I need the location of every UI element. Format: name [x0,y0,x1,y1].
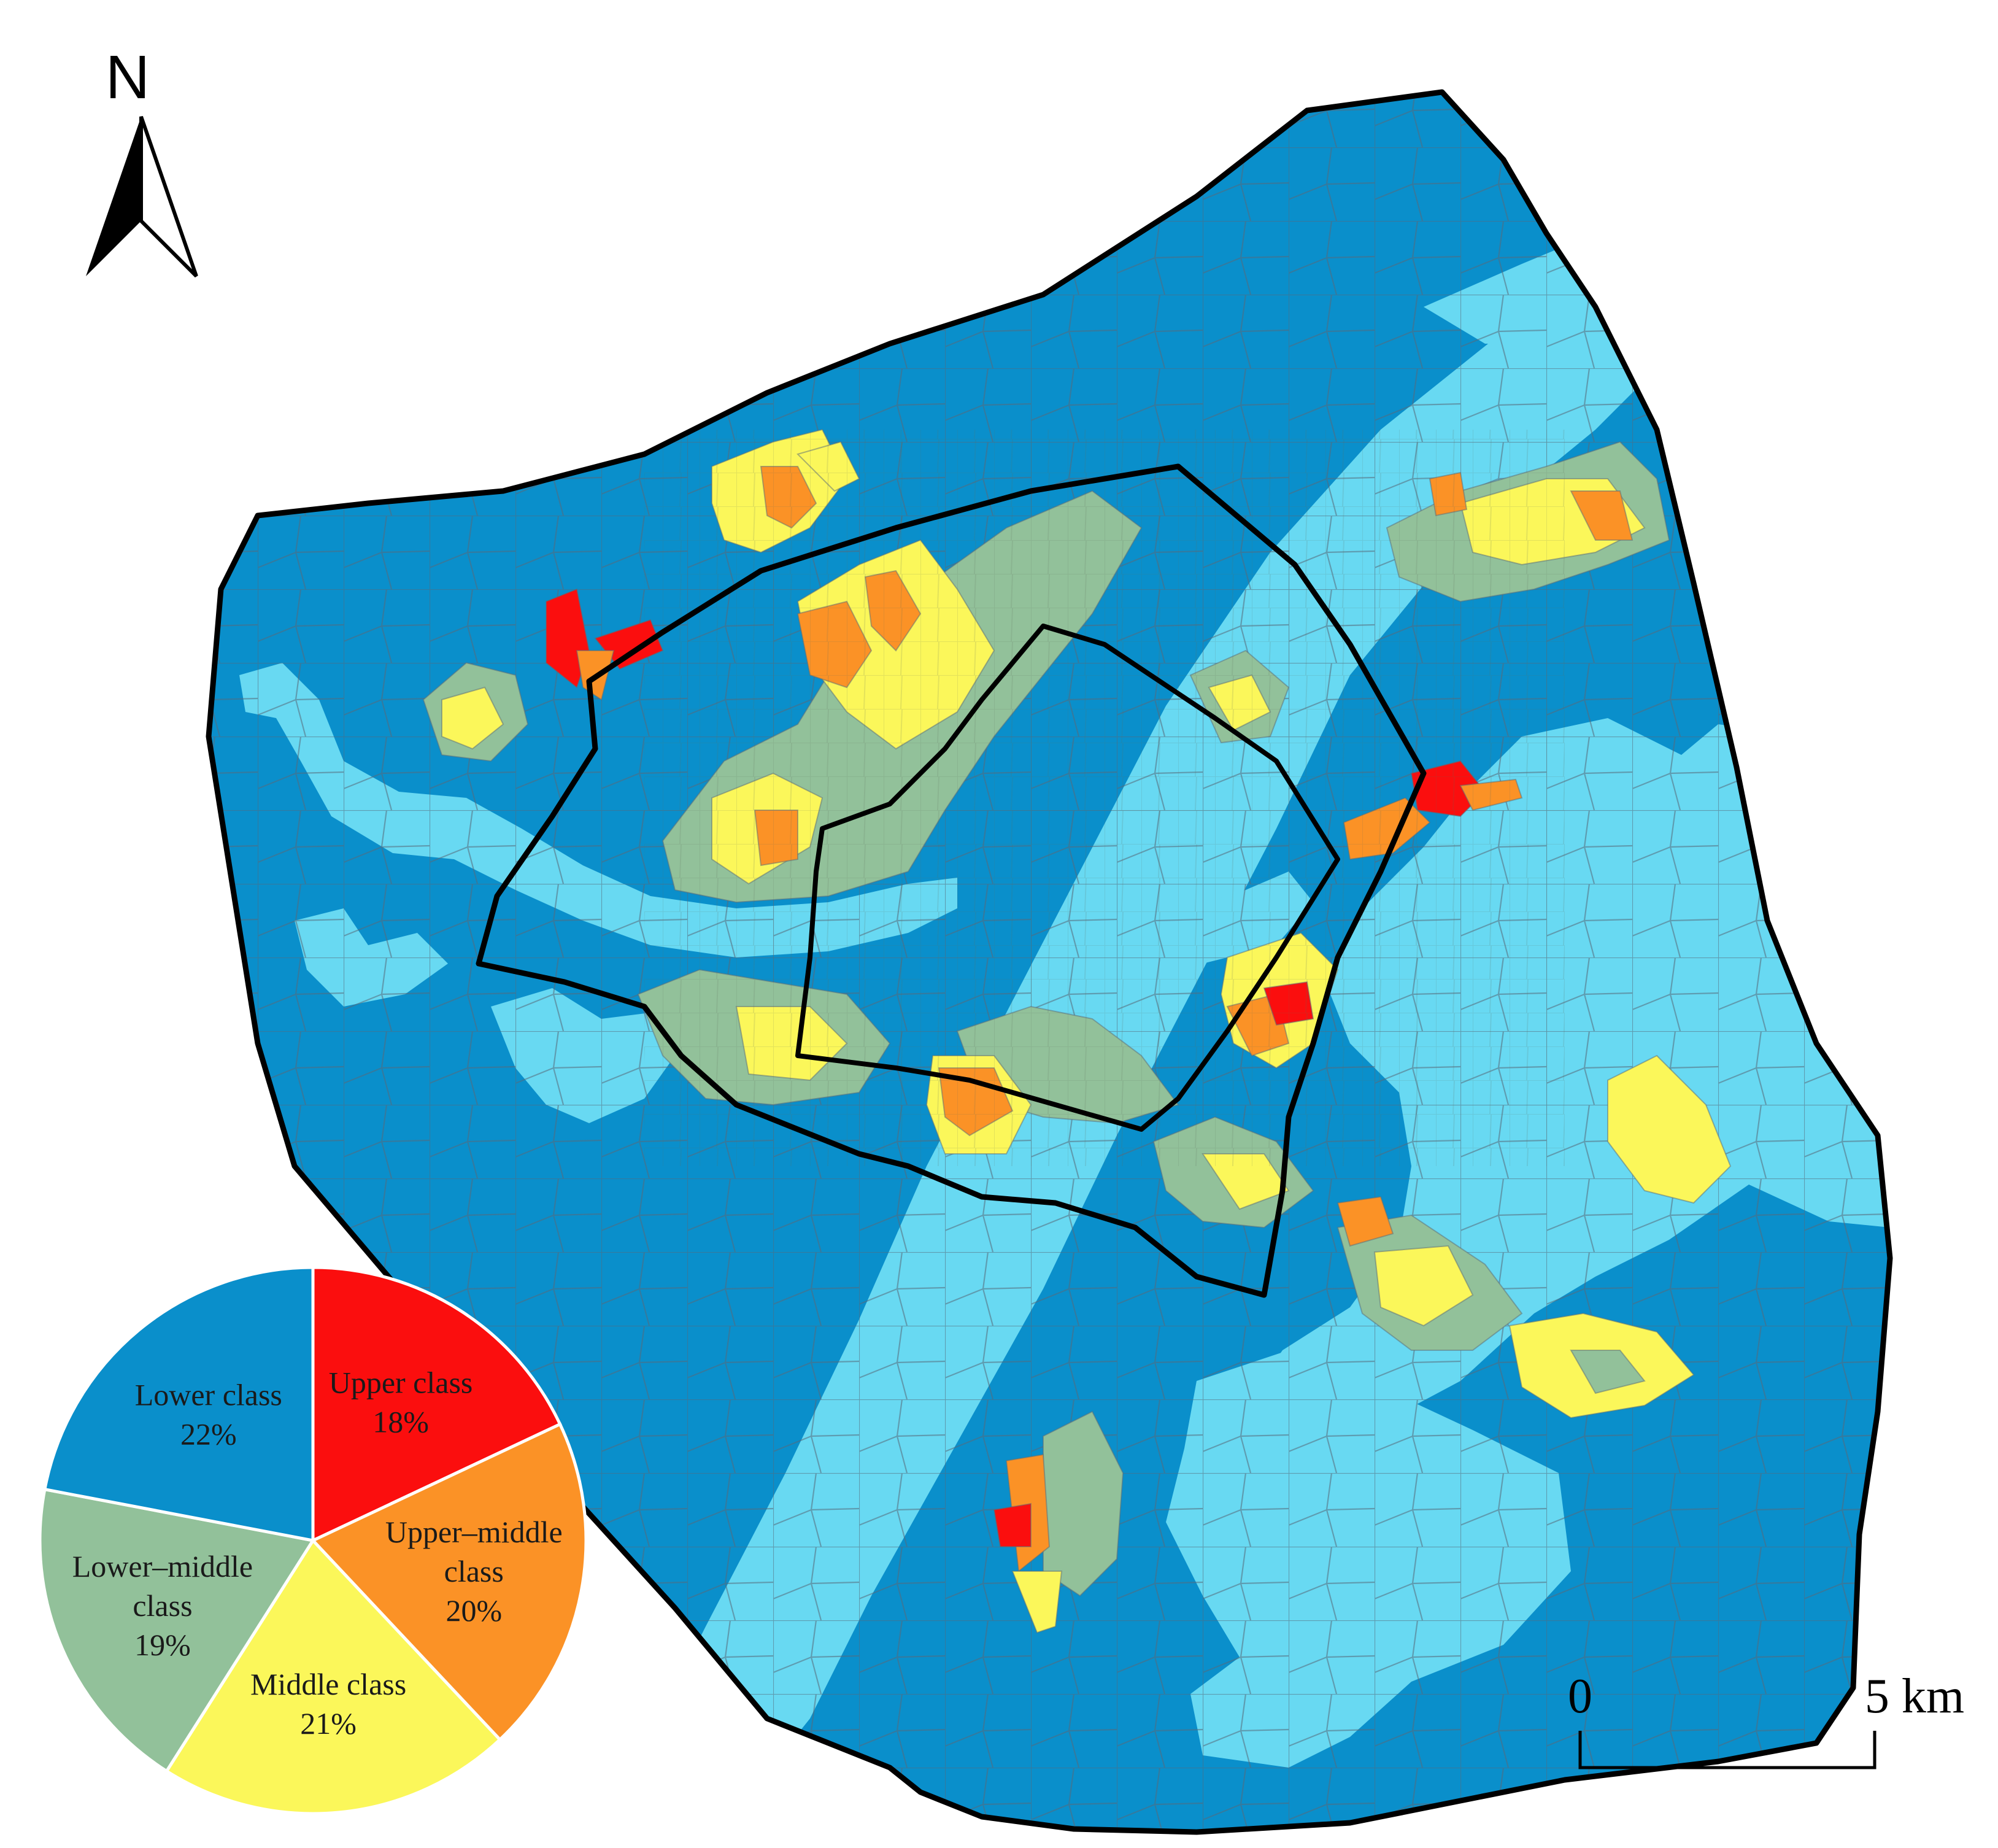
inner-ring-road [795,624,1340,1132]
class-share-pie-chart: Upper class 18% Upper–middle class 20% Middle… [38,1266,588,1815]
upper-class-area [993,1502,1032,1547]
pie-label-upper-middle: Upper–middle class 20% [385,1515,563,1628]
scale-bar: 0 5 km [1568,1669,1964,1769]
north-label: N [106,43,150,112]
pie-slice-middle [164,1537,503,1815]
north-arrow-icon: N [86,43,198,278]
middle-class-area [1011,1571,1063,1634]
scale-bar-start-label: 0 [1568,1669,1592,1723]
scale-bar-end-label: 5 km [1865,1669,1964,1723]
pie-slice-lower-middle [38,1487,316,1774]
pie-label-lower-middle: Lower–middle class 19% [72,1549,253,1662]
lower-middle-class-area [1570,1350,1646,1394]
pie-label-middle: Middle class 21% [250,1667,406,1741]
pie-label-upper: Upper class 18% [329,1366,473,1439]
upper-middle-class-area [1570,490,1634,541]
pie-slice-lower [42,1266,315,1543]
tract-boundaries-fine [644,430,1565,1166]
middle-class-area [1373,1245,1474,1327]
pie-slice-upper [311,1266,562,1543]
upper-middle-class-area [1336,1196,1394,1247]
outer-ring-road [476,463,1427,1298]
pie-slice-upper-middle [310,1422,588,1742]
middle-class-area [1607,1054,1732,1204]
pie-label-lower: Lower class 22% [135,1377,282,1451]
middle-class-area [441,686,504,750]
